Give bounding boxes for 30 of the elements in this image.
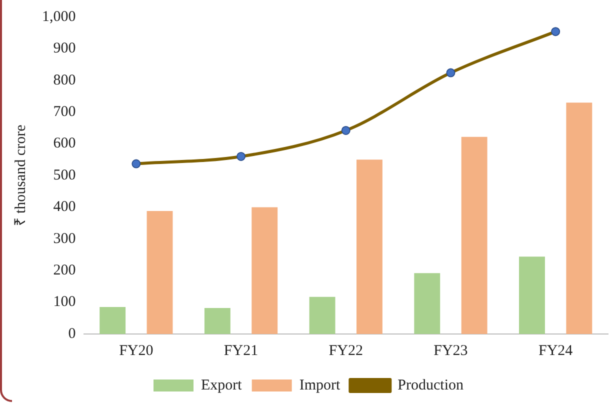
y-tick-label: 500 — [53, 167, 76, 184]
y-axis-title: ₹ thousand crore — [12, 124, 29, 226]
x-tick-label: FY21 — [224, 342, 258, 359]
bar — [414, 273, 440, 334]
y-tick-label: 1,000 — [42, 8, 76, 25]
y-tick-label: 900 — [53, 40, 76, 57]
y-tick-label: 300 — [53, 230, 76, 247]
bar — [461, 136, 488, 334]
bar — [204, 308, 230, 334]
y-tick-label: 600 — [53, 136, 76, 152]
y-tick-label: 200 — [53, 262, 76, 279]
bar — [146, 211, 173, 334]
bar — [356, 160, 382, 334]
y-tick-label: 400 — [53, 199, 76, 216]
bar — [566, 102, 592, 334]
x-tick-label: FY20 — [119, 342, 154, 359]
legend-label: Production — [398, 377, 464, 394]
y-tick-label: 100 — [53, 294, 76, 310]
y-tick-label: 700 — [53, 104, 76, 120]
bar — [519, 256, 545, 334]
x-tick-label: FY23 — [434, 342, 468, 359]
bar — [100, 307, 126, 334]
y-tick-label: 800 — [53, 72, 76, 88]
legend-label: Import — [299, 377, 341, 394]
legend-label: Export — [201, 377, 243, 394]
bar — [309, 296, 336, 334]
bar — [252, 207, 278, 334]
x-tick-label: FY22 — [328, 342, 363, 359]
y-tick-label: 0 — [68, 326, 76, 342]
x-tick-label: FY24 — [538, 342, 574, 359]
